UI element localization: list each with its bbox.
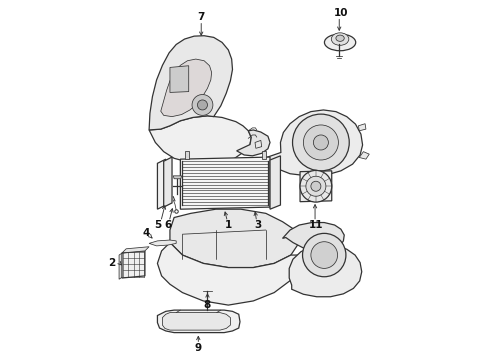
Circle shape (302, 233, 346, 277)
Polygon shape (289, 245, 362, 297)
Ellipse shape (331, 33, 349, 45)
Polygon shape (262, 110, 363, 176)
Text: 10: 10 (334, 8, 348, 18)
Polygon shape (170, 209, 299, 267)
Circle shape (311, 181, 321, 191)
Polygon shape (122, 251, 145, 278)
Text: 7: 7 (197, 12, 205, 22)
Polygon shape (359, 152, 369, 159)
Circle shape (303, 125, 339, 160)
Circle shape (192, 95, 213, 115)
Polygon shape (164, 157, 172, 207)
Text: 2: 2 (108, 258, 115, 269)
Polygon shape (163, 312, 230, 330)
Polygon shape (237, 130, 270, 156)
Polygon shape (149, 240, 176, 246)
Text: 1: 1 (225, 220, 232, 230)
Polygon shape (122, 247, 149, 253)
Text: 11: 11 (309, 220, 323, 230)
Polygon shape (185, 151, 189, 159)
Text: 3: 3 (254, 220, 261, 230)
Text: 8: 8 (204, 300, 211, 310)
Circle shape (293, 114, 349, 171)
Polygon shape (173, 176, 182, 179)
Polygon shape (255, 140, 262, 148)
Polygon shape (149, 36, 232, 130)
Circle shape (306, 176, 326, 196)
Polygon shape (180, 157, 270, 209)
Polygon shape (358, 124, 366, 131)
Text: 9: 9 (195, 343, 202, 353)
Polygon shape (161, 59, 212, 117)
Polygon shape (157, 310, 240, 333)
Circle shape (314, 135, 328, 150)
Polygon shape (283, 222, 344, 252)
Text: 6: 6 (164, 220, 171, 230)
Polygon shape (157, 243, 299, 305)
Polygon shape (119, 252, 124, 279)
Polygon shape (262, 151, 266, 159)
Text: 5: 5 (154, 220, 161, 230)
Polygon shape (149, 116, 251, 163)
Polygon shape (300, 171, 332, 202)
Polygon shape (157, 159, 166, 209)
Circle shape (197, 100, 207, 110)
Ellipse shape (324, 34, 356, 51)
Text: 4: 4 (142, 228, 149, 238)
Polygon shape (270, 156, 280, 209)
Ellipse shape (336, 35, 344, 41)
Circle shape (311, 242, 338, 269)
Circle shape (300, 170, 332, 202)
Polygon shape (170, 66, 189, 93)
